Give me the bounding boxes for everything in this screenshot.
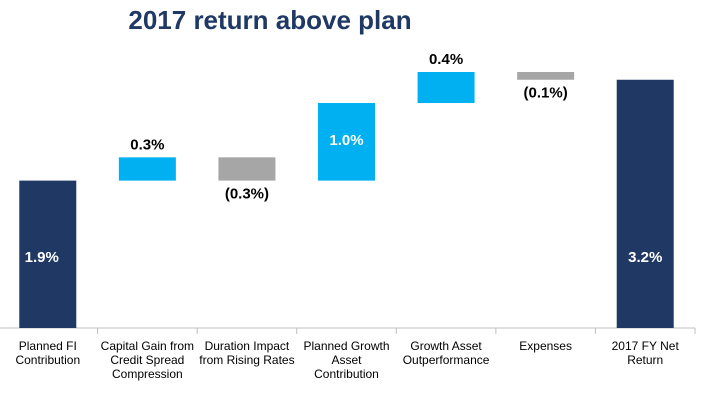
x-tick-label: Planned Growth Asset Contribution: [303, 339, 390, 381]
bar: [118, 157, 176, 181]
data-label: 1.9%: [25, 249, 59, 266]
bar: [517, 72, 575, 80]
bar: [19, 180, 77, 328]
chart-title: 2017 return above plan: [128, 5, 411, 35]
data-label: (0.1%): [524, 85, 568, 102]
x-tick-label: Duration Impact from Rising Rates: [199, 339, 295, 367]
x-tick-label: Capital Gain from Credit Spread Compress…: [100, 339, 195, 381]
x-tick-label: 2017 FY Net Return: [611, 339, 679, 367]
bar: [417, 72, 475, 104]
bar: [616, 79, 674, 329]
data-label: (0.3%): [225, 186, 269, 203]
data-label: 1.0%: [329, 132, 363, 149]
data-label: 0.4%: [429, 51, 463, 68]
x-tick-label: Planned FI Contribution: [15, 339, 81, 367]
bar: [318, 103, 375, 181]
x-tick-label: Growth Asset Outperformance: [402, 339, 490, 367]
bar: [218, 157, 276, 181]
x-tick-label: Expenses: [519, 339, 572, 353]
data-label: 0.3%: [130, 136, 164, 153]
data-label: 3.2%: [628, 249, 662, 266]
